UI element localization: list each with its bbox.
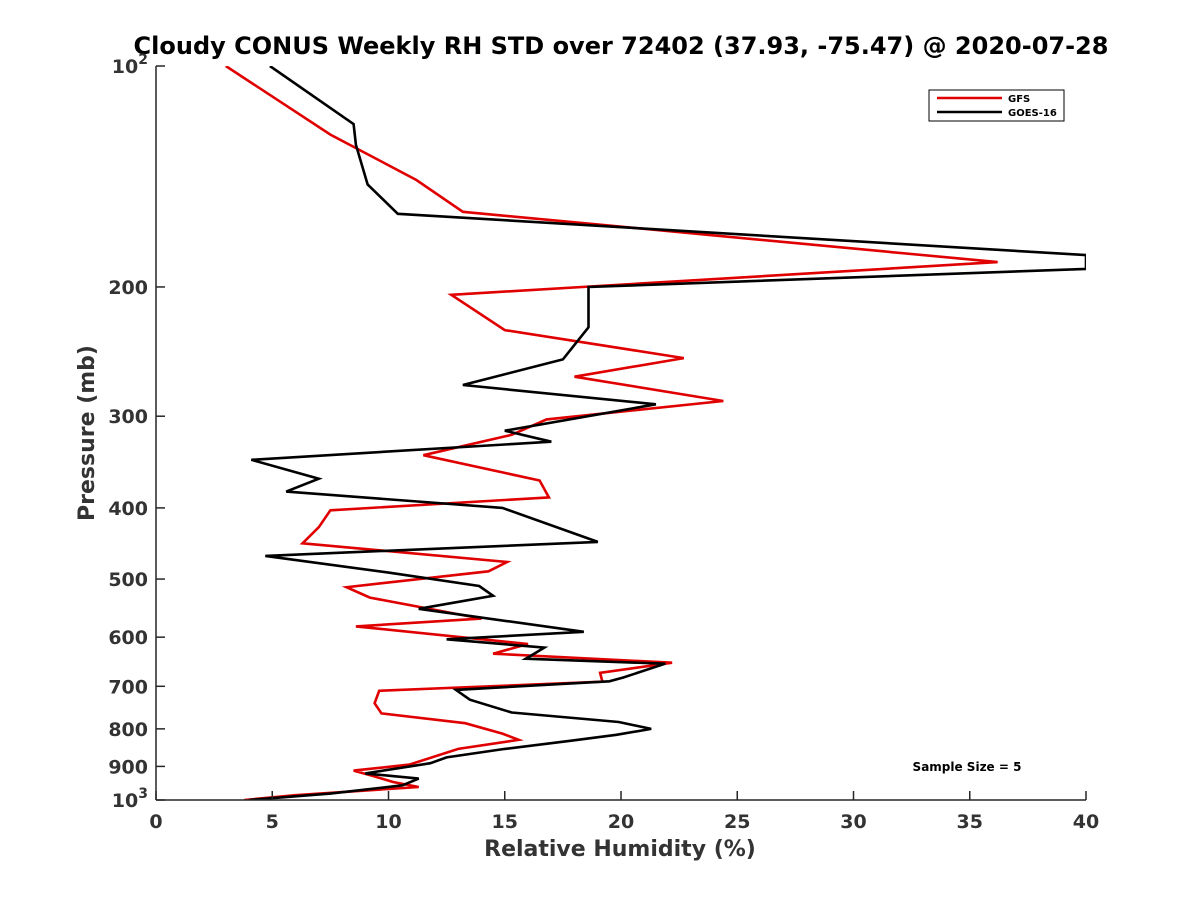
x-tick-label: 10 [375,811,401,833]
y-tick-label: 900 [108,756,148,778]
legend: GFS GOES-16 [928,89,1065,122]
plot-area: 0 5 10 15 20 25 30 35 40 102 200 300 400 500 600 700 800… [108,52,1099,833]
series-line-gfs [225,66,998,800]
legend-label: GOES-16 [1008,108,1057,119]
y-tick-label: 103 [112,786,148,812]
y-tick-label: 102 [112,52,148,78]
x-axis-label: Relative Humidity (%) [484,837,756,862]
legend-box [928,89,1065,122]
y-tick-label: 200 [108,277,148,299]
y-tick-label: 500 [108,569,148,591]
chart-title: Cloudy CONUS Weekly RH STD over 72402 (3… [134,32,1109,60]
x-tick-label: 35 [957,811,983,833]
x-tick-label: 40 [1073,811,1099,833]
x-tick-label: 15 [492,811,518,833]
x-tick-label: 30 [840,811,866,833]
x-tick-label: 25 [724,811,750,833]
x-tick-label: 5 [266,811,279,833]
sample-size-note: Sample Size = 5 [913,760,1022,774]
legend-label: GFS [1008,94,1030,105]
x-tick-label: 0 [149,811,162,833]
series-line-goes-16 [248,66,1086,800]
y-tick-label: 800 [108,719,148,741]
y-tick-label: 600 [108,627,148,649]
y-axis-label: Pressure (mb) [75,345,100,521]
y-tick-label: 700 [108,676,148,698]
y-tick-label: 400 [108,498,148,520]
y-tick-label: 300 [108,406,148,428]
x-tick-label: 20 [608,811,634,833]
